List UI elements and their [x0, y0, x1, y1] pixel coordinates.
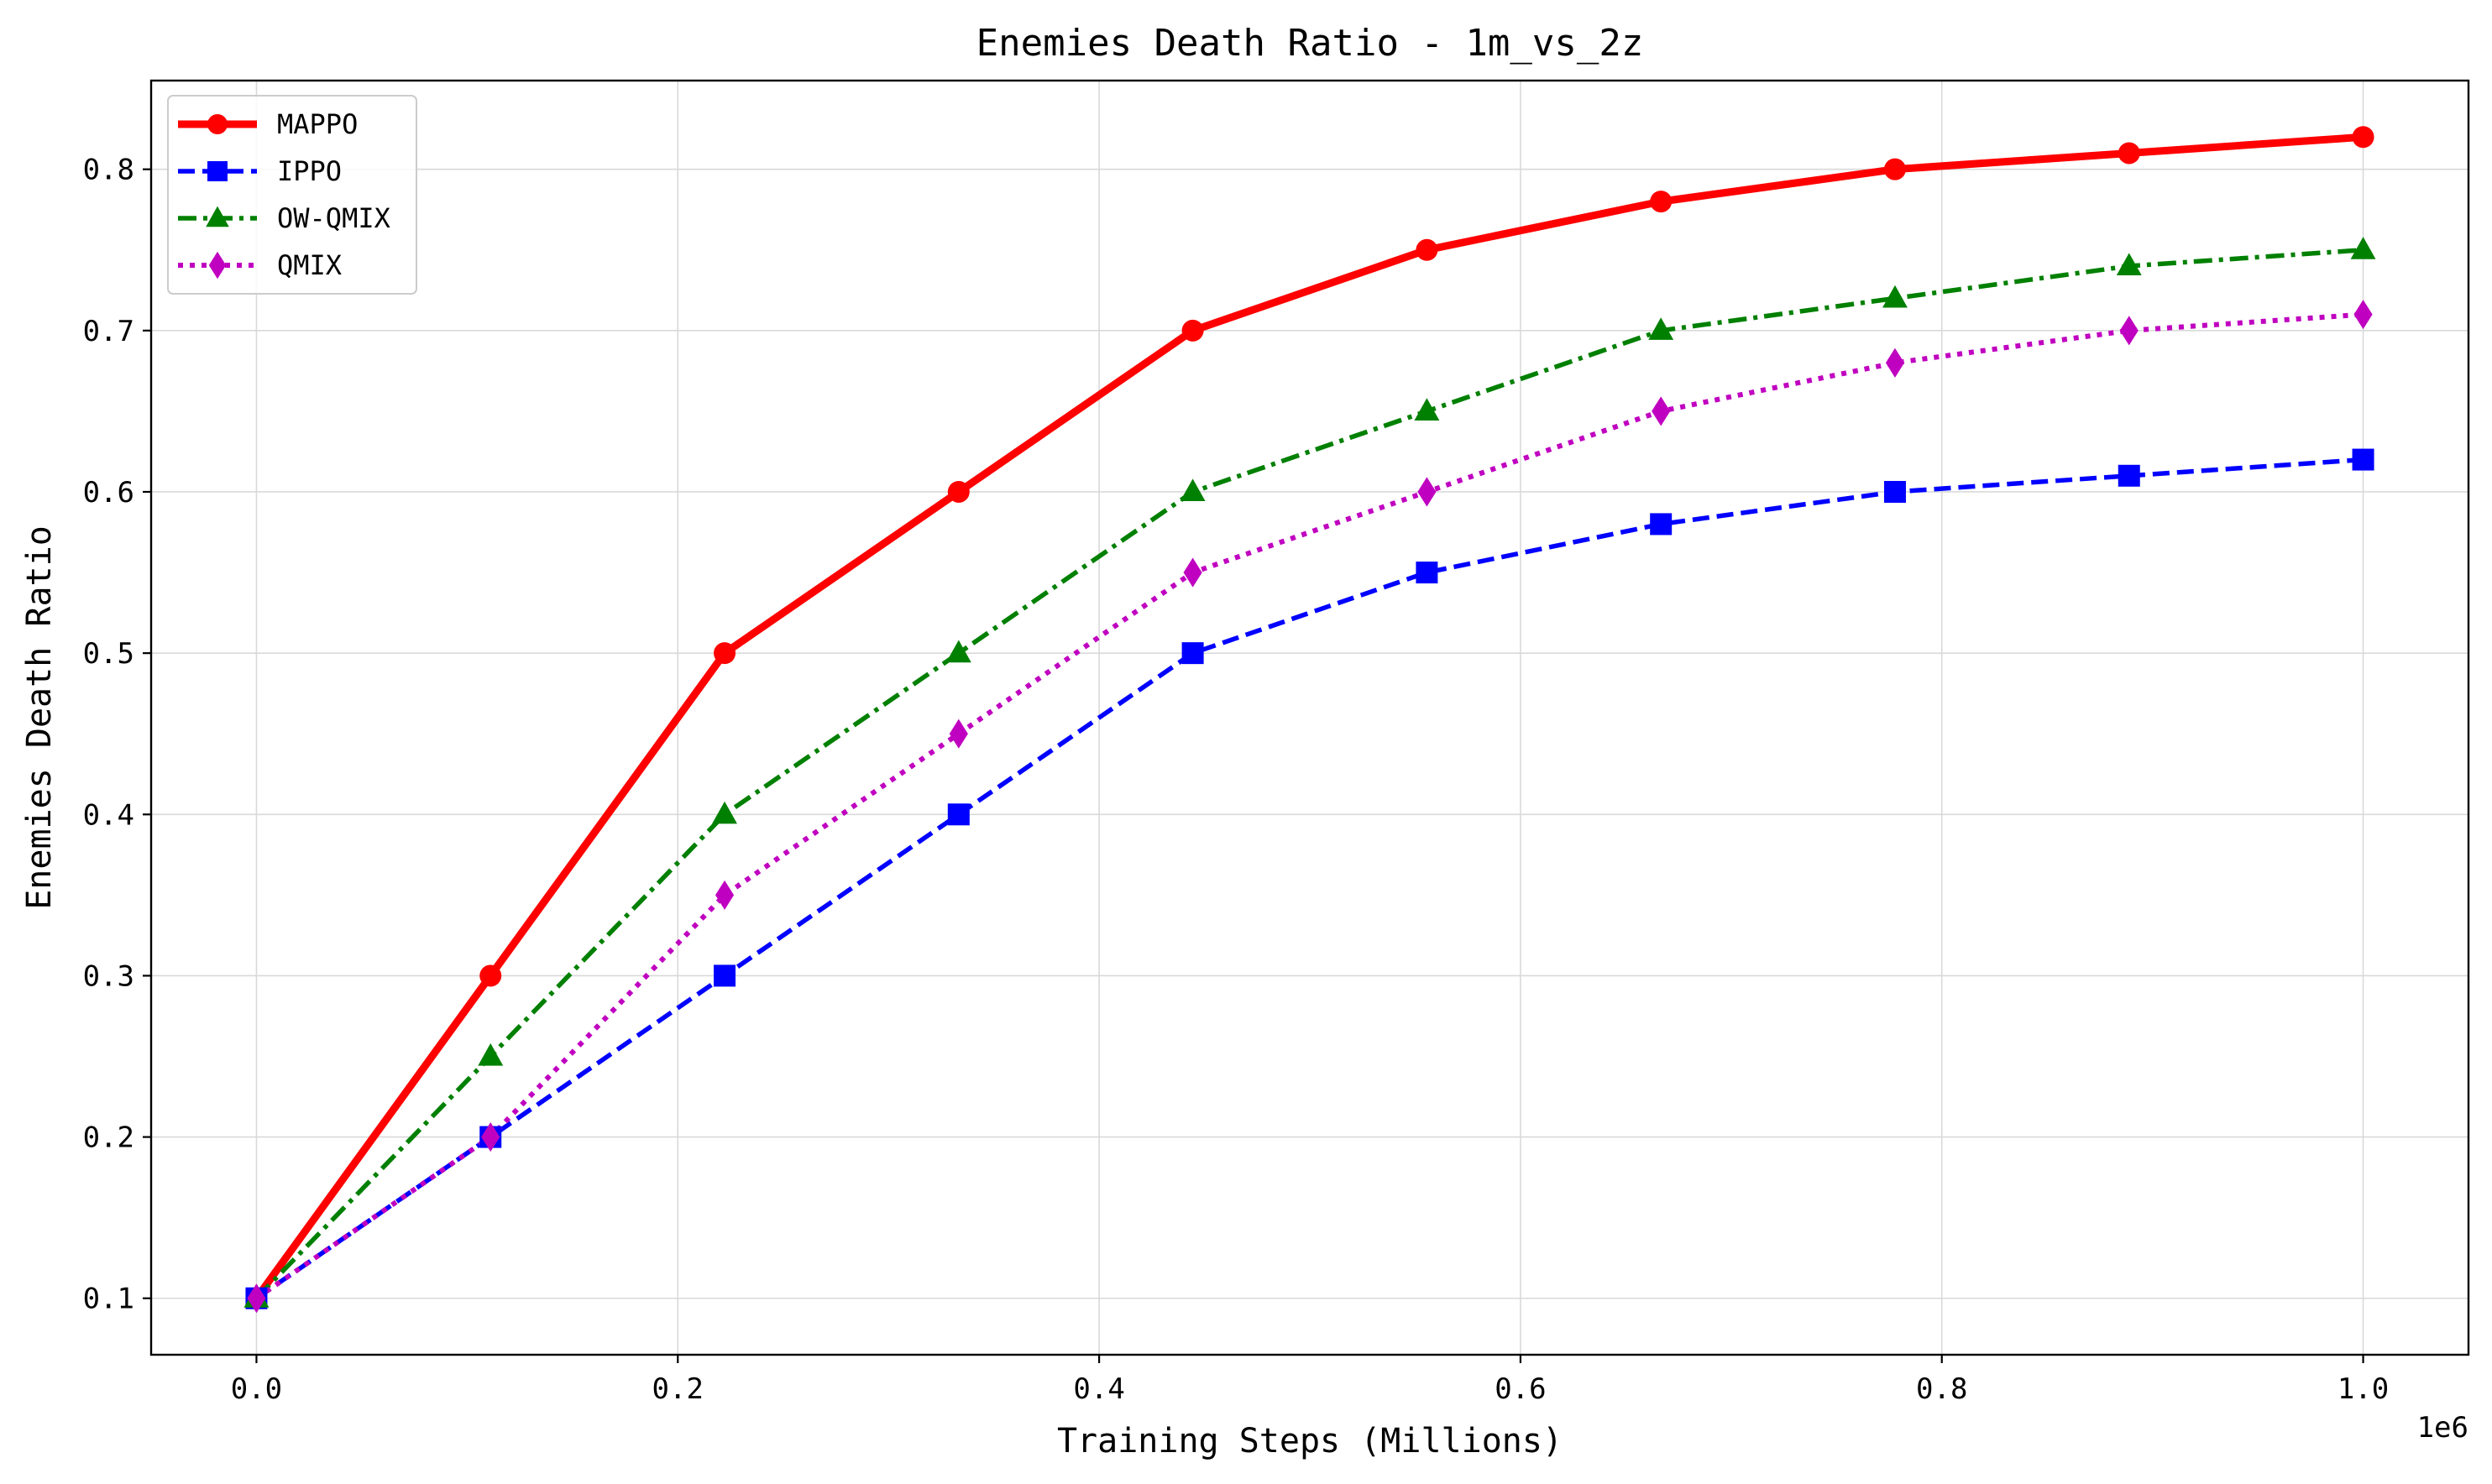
data-point-qmix — [1417, 477, 1437, 507]
data-point-mappo — [2352, 126, 2374, 149]
legend-label-mappo: MAPPO — [277, 108, 358, 140]
data-point-ow-qmix — [945, 640, 971, 663]
x-tick-label: 0.2 — [652, 1372, 704, 1406]
y-tick-label: 0.3 — [83, 959, 134, 993]
x-tick-label: 0.8 — [1916, 1372, 1967, 1406]
data-point-ow-qmix — [478, 1042, 504, 1066]
data-point-ow-qmix — [1414, 398, 1440, 421]
series-markers — [243, 126, 2376, 1314]
legend-marker-ow-qmix — [206, 206, 229, 227]
legend-marker-mappo — [207, 114, 228, 134]
x-axis-offset-label: 1e6 — [2417, 1411, 2468, 1445]
y-tick-label: 0.1 — [83, 1283, 134, 1316]
x-tick-label: 1.0 — [2338, 1372, 2389, 1406]
data-point-ippo — [714, 964, 736, 987]
series-line-mappo — [253, 133, 2364, 1301]
data-point-ow-qmix — [1882, 285, 1908, 308]
x-tick-label: 0.0 — [231, 1372, 282, 1406]
plot-area-frame — [149, 79, 2470, 1356]
data-point-mappo — [714, 642, 736, 665]
data-point-ow-qmix — [2116, 253, 2142, 276]
legend-label-qmix: QMIX — [277, 249, 342, 281]
data-point-qmix — [2119, 316, 2139, 346]
data-point-mappo — [1650, 191, 1673, 213]
data-point-ippo — [2118, 464, 2140, 487]
x-axis-ticks: 0.0 0.2 0.4 0.6 0.8 1.0 — [231, 1355, 2389, 1406]
data-point-ow-qmix — [712, 801, 737, 824]
y-tick-label: 0.8 — [83, 154, 134, 187]
series-line-qmix — [254, 311, 2364, 1301]
data-point-qmix — [1885, 347, 1905, 378]
data-point-ippo — [1181, 642, 1204, 665]
data-point-qmix — [247, 1283, 266, 1314]
legend-frame — [167, 95, 417, 295]
data-point-ippo — [1416, 562, 1438, 584]
data-point-ippo — [1650, 513, 1673, 536]
data-point-ow-qmix — [1648, 317, 1674, 340]
data-point-qmix — [1183, 557, 1202, 588]
y-axis-ticks: 0.1 0.2 0.3 0.4 0.5 0.6 0.7 0.8 — [83, 154, 151, 1316]
data-point-ow-qmix — [1180, 478, 1206, 502]
data-point-qmix — [481, 1122, 500, 1152]
data-point-ippo — [2352, 448, 2374, 471]
data-point-mappo — [2118, 142, 2140, 165]
data-point-ippo — [1883, 480, 1906, 503]
y-tick-label: 0.5 — [83, 637, 134, 671]
grid — [151, 81, 2468, 1355]
x-tick-label: 0.6 — [1495, 1372, 1546, 1406]
x-tick-label: 0.4 — [1073, 1372, 1124, 1406]
data-point-mappo — [947, 480, 970, 503]
x-axis-label: Training Steps (Millions) — [1057, 1422, 1563, 1460]
legend-label-ow-qmix: OW-QMIX — [277, 202, 390, 234]
data-point-mappo — [1883, 158, 1906, 180]
series-line-ippo — [254, 457, 2364, 1301]
legend-marker-qmix — [208, 251, 227, 280]
y-axis-label: Enemies Death Ratio — [20, 525, 59, 910]
chart-title: Enemies Death Ratio - 1m_vs_2z — [976, 22, 1644, 65]
data-point-mappo — [1181, 319, 1204, 342]
data-point-qmix — [2353, 300, 2373, 330]
y-tick-label: 0.7 — [83, 315, 134, 348]
series-line-ow-qmix — [254, 248, 2364, 1300]
data-point-qmix — [715, 880, 735, 910]
data-point-ow-qmix — [2350, 237, 2376, 259]
legend-marker-ippo — [207, 161, 228, 181]
data-point-qmix — [1652, 396, 1671, 426]
data-point-mappo — [1416, 238, 1438, 261]
series-lines — [253, 133, 2364, 1301]
y-tick-label: 0.4 — [83, 798, 134, 832]
data-point-qmix — [949, 718, 968, 749]
data-point-ippo — [947, 803, 970, 826]
y-tick-label: 0.6 — [83, 476, 134, 509]
data-point-mappo — [479, 964, 502, 987]
legend-label-ippo: IPPO — [277, 155, 342, 187]
legend: MAPPO IPPO OW-QMIX QMIX — [167, 95, 417, 295]
y-tick-label: 0.2 — [83, 1121, 134, 1155]
